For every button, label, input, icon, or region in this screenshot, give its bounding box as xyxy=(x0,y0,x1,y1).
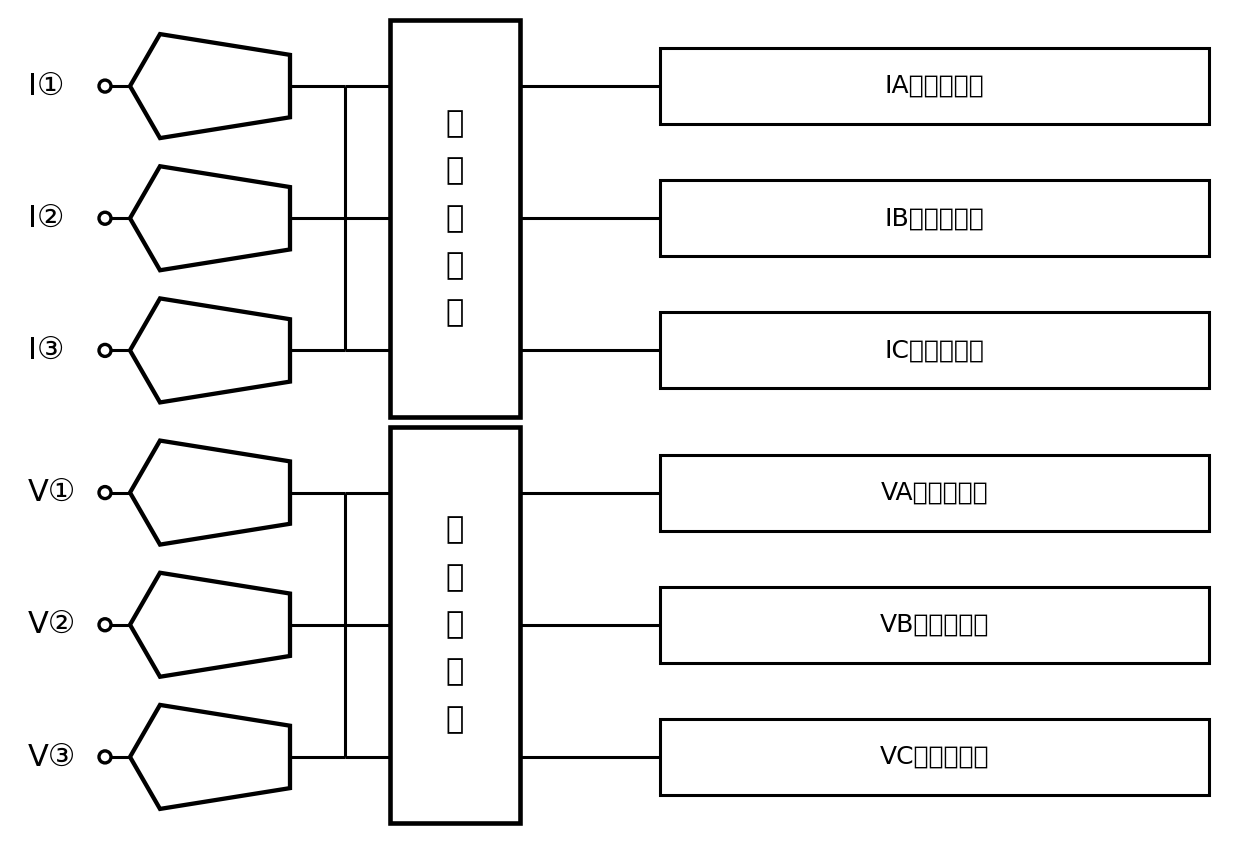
Circle shape xyxy=(99,486,111,498)
Circle shape xyxy=(99,619,111,631)
Text: IA相计算路径: IA相计算路径 xyxy=(884,74,985,98)
Bar xyxy=(390,427,520,823)
Text: 多
路
选
择
器: 多 路 选 择 器 xyxy=(445,109,464,328)
Text: IC相计算路径: IC相计算路径 xyxy=(884,338,985,362)
Circle shape xyxy=(99,80,111,92)
Bar xyxy=(661,587,1209,663)
Bar xyxy=(661,454,1209,530)
Text: 多
路
选
择
器: 多 路 选 择 器 xyxy=(445,515,464,734)
Text: I②: I② xyxy=(28,204,64,233)
Bar xyxy=(661,719,1209,795)
Text: VB相计算路径: VB相计算路径 xyxy=(880,613,990,636)
Text: IB相计算路径: IB相计算路径 xyxy=(884,207,985,230)
Circle shape xyxy=(99,212,111,224)
Circle shape xyxy=(99,751,111,763)
Circle shape xyxy=(99,345,111,357)
Text: I①: I① xyxy=(28,72,64,100)
Text: V③: V③ xyxy=(28,743,77,771)
Bar xyxy=(390,20,520,416)
Bar xyxy=(661,180,1209,256)
Bar xyxy=(661,313,1209,389)
Text: VA相计算路径: VA相计算路径 xyxy=(881,481,988,505)
Text: V②: V② xyxy=(28,610,77,639)
Bar xyxy=(661,48,1209,124)
Text: VC相计算路径: VC相计算路径 xyxy=(880,745,990,769)
Text: I③: I③ xyxy=(28,336,64,365)
Text: V①: V① xyxy=(28,478,77,507)
